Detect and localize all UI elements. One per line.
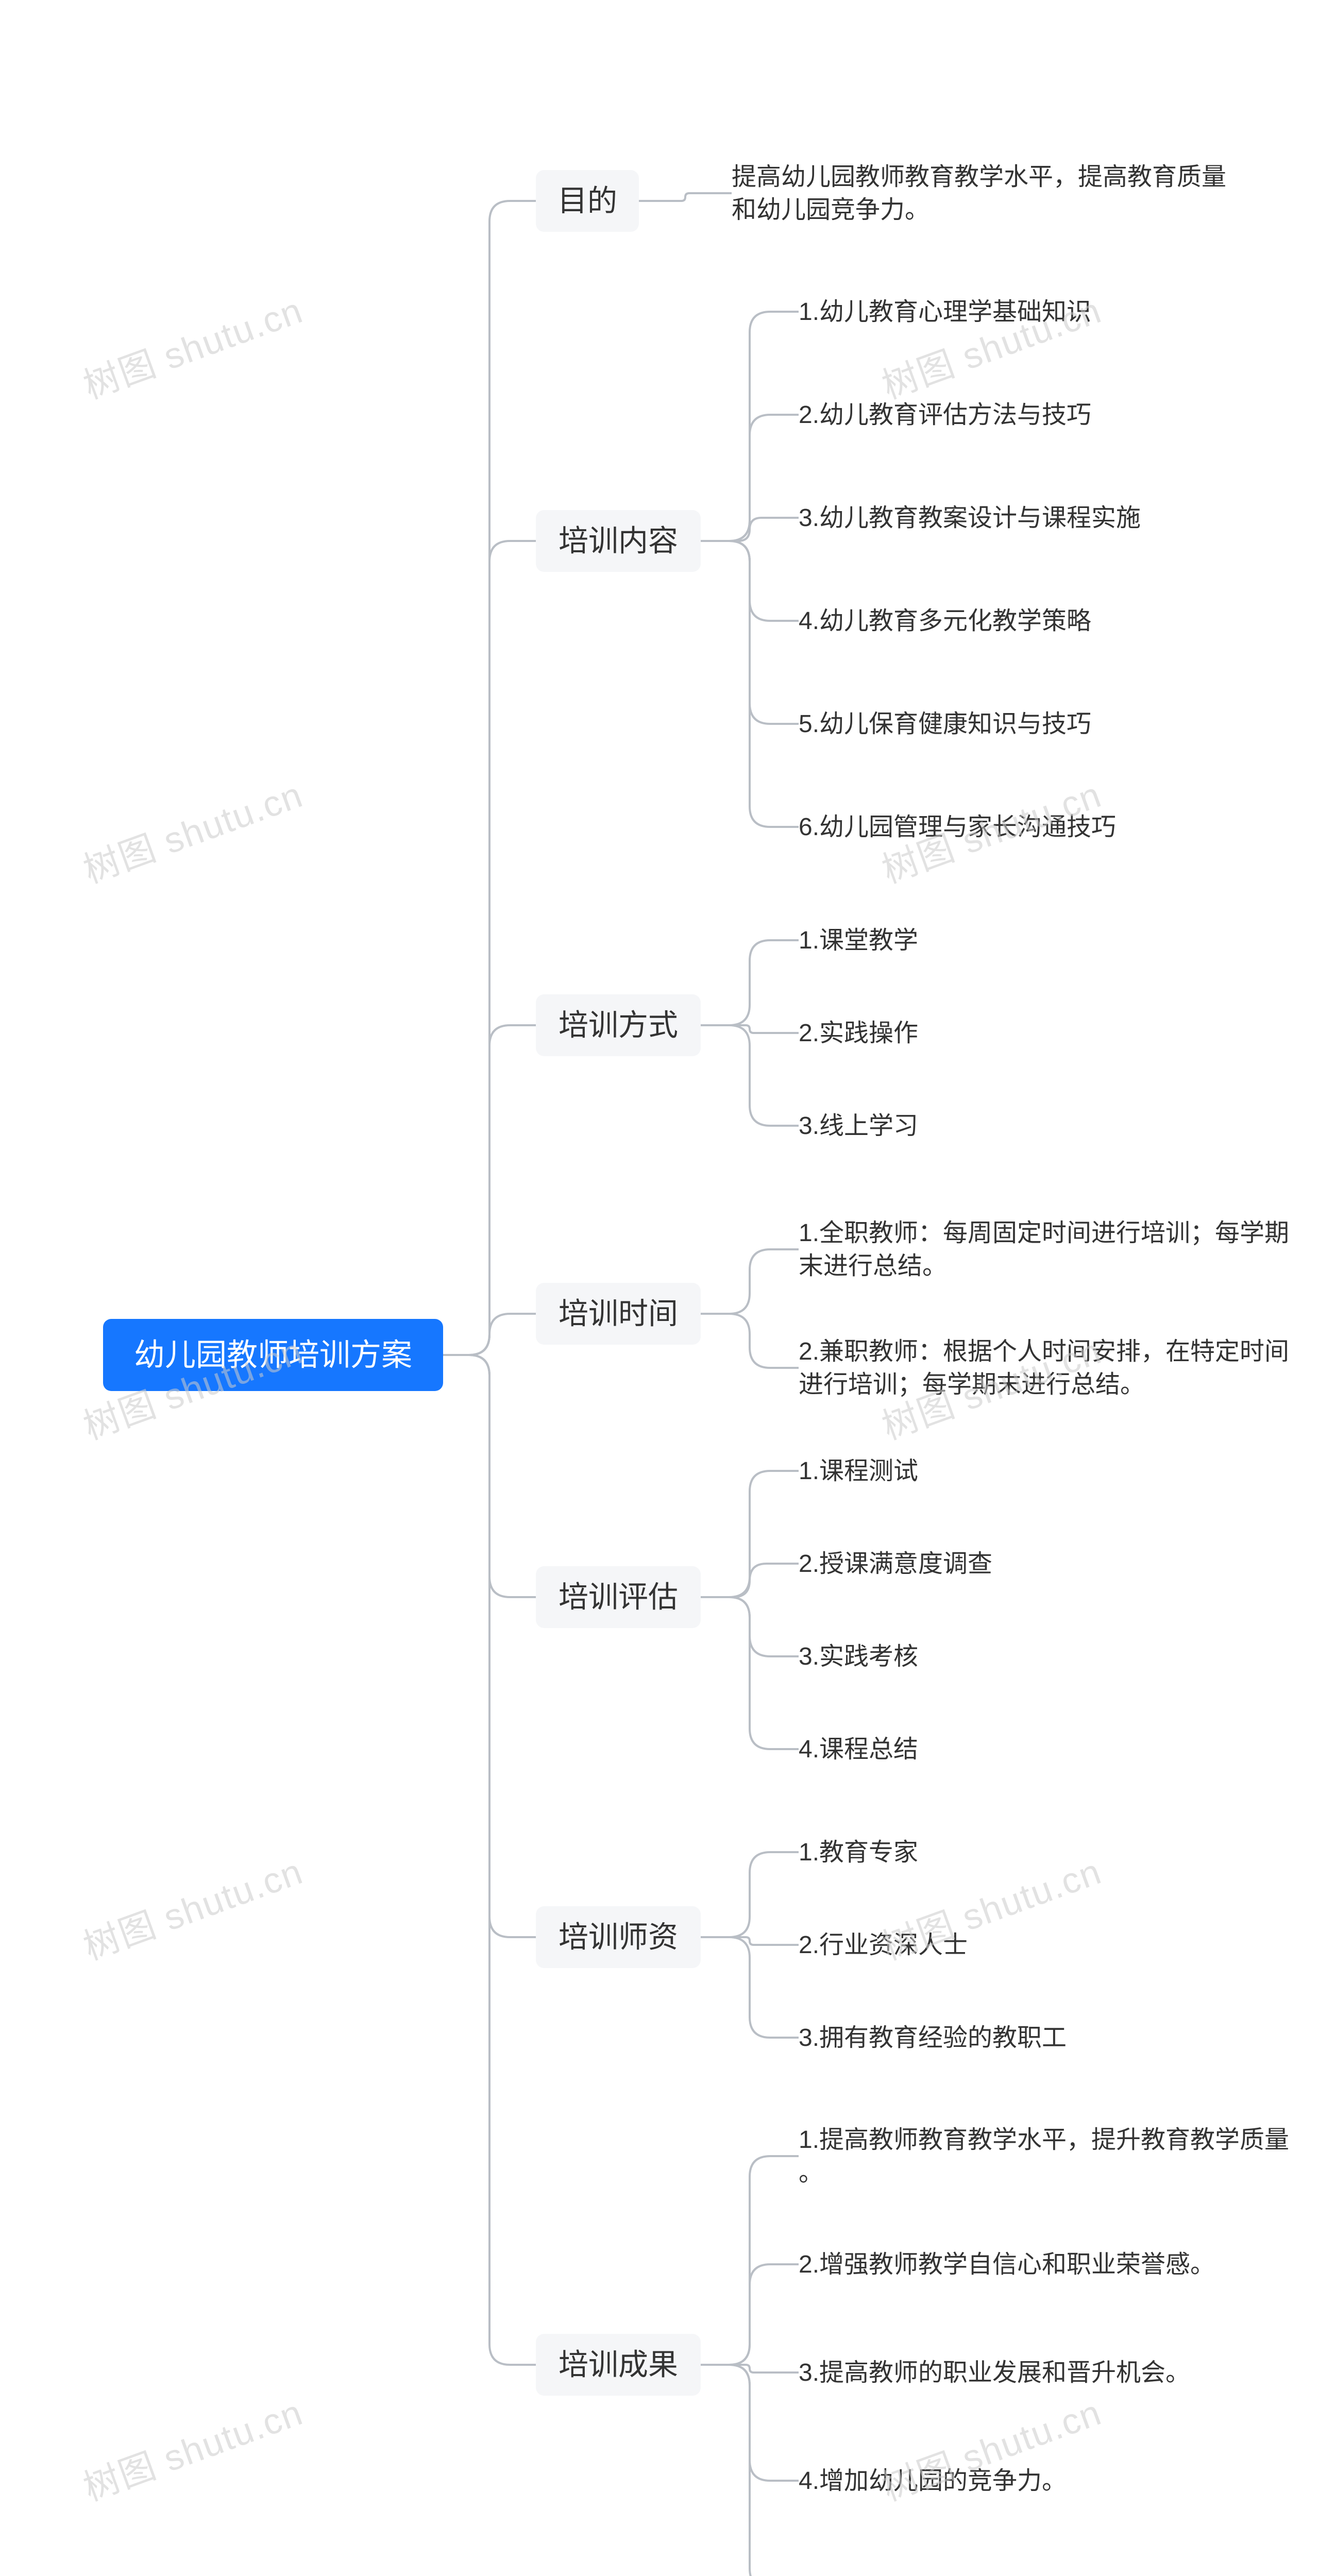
connector-branch-leaf xyxy=(701,940,799,1025)
leaf-text: 2.行业资深人士 xyxy=(799,1931,968,1959)
connector-branch-leaf xyxy=(701,1937,799,2038)
leaf-text: 1.课堂教学 xyxy=(799,927,918,954)
connector-branch-leaf xyxy=(701,1025,799,1033)
branch-label: 培训成果 xyxy=(559,2348,678,2382)
root-label: 幼儿园教师培训方案 xyxy=(134,1338,412,1372)
connector-branch-leaf xyxy=(701,415,799,541)
connector-branch-leaf xyxy=(639,193,732,201)
leaf-text: 2.增强教师教学自信心和职业荣誉感。 xyxy=(799,2251,1215,2278)
leaf-text: 3.提高教师的职业发展和晋升机会。 xyxy=(799,2359,1190,2386)
leaf-text: 6.幼儿园管理与家长沟通技巧 xyxy=(799,814,1116,841)
leaf-text: 1.全职教师：每周固定时间进行培训；每学期末进行总结。 xyxy=(799,1219,1289,1280)
branch-label: 目的 xyxy=(557,184,617,218)
connector-root-branch xyxy=(443,1025,536,1355)
leaf-text: 3.拥有教育经验的教职工 xyxy=(799,2024,1067,2052)
leaf-text: 3.线上学习 xyxy=(799,1112,918,1140)
leaf-text: 1.教育专家 xyxy=(799,1839,918,1866)
connector-root-branch xyxy=(443,1355,536,2365)
connector-branch-leaf xyxy=(701,1249,799,1314)
leaf-text: 4.课程总结 xyxy=(799,1736,918,1763)
branch-label: 培训方式 xyxy=(559,1009,678,1042)
leaf-text: 1.幼儿教育心理学基础知识 xyxy=(799,298,1091,326)
connector-branch-leaf xyxy=(701,1025,799,1126)
leaf-text: 4.增加幼儿园的竞争力。 xyxy=(799,2467,1067,2495)
leaf-text: 3.实践考核 xyxy=(799,1643,918,1670)
connector-branch-leaf xyxy=(701,541,799,827)
connector-branch-leaf xyxy=(701,1852,799,1937)
branch-label: 培训师资 xyxy=(559,1921,678,1954)
connector-branch-leaf xyxy=(701,2264,799,2365)
leaf-text: 1.课程测试 xyxy=(799,1458,918,1485)
leaf-text: 2.授课满意度调查 xyxy=(799,1550,992,1578)
connector-branch-leaf xyxy=(701,1937,799,1945)
mindmap-canvas: 幼儿园教师培训方案 目的 提高幼儿园教师教育教学水平，提高教育质量和幼儿园竞争力。培… xyxy=(0,0,1319,2576)
leaf-text: 1.提高教师教育教学水平，提升教育教学质量。 xyxy=(799,2126,1289,2187)
connector-branch-leaf xyxy=(701,1597,799,1749)
branch-label: 培训评估 xyxy=(559,1581,678,1614)
leaf-text: 2.兼职教师：根据个人时间安排，在特定时间进行培训；每学期末进行总结。 xyxy=(799,1338,1289,1398)
connector-branch-leaf xyxy=(701,1314,799,1368)
leaf-text: 提高幼儿园教师教育教学水平，提高教育质量和幼儿园竞争力。 xyxy=(732,163,1226,224)
leaf-text: 2.幼儿教育评估方法与技巧 xyxy=(799,401,1091,429)
leaf-text: 5.幼儿保育健康知识与技巧 xyxy=(799,710,1091,738)
connector-branch-leaf xyxy=(701,2365,799,2372)
branch-label: 培训内容 xyxy=(559,524,678,558)
connector-branch-leaf xyxy=(701,2365,799,2576)
leaf-text: 2.实践操作 xyxy=(799,1020,918,1047)
branch-label: 培训时间 xyxy=(559,1297,678,1331)
leaf-text: 4.幼儿教育多元化教学策略 xyxy=(799,607,1091,635)
leaf-text: 3.幼儿教育教案设计与课程实施 xyxy=(799,504,1141,532)
